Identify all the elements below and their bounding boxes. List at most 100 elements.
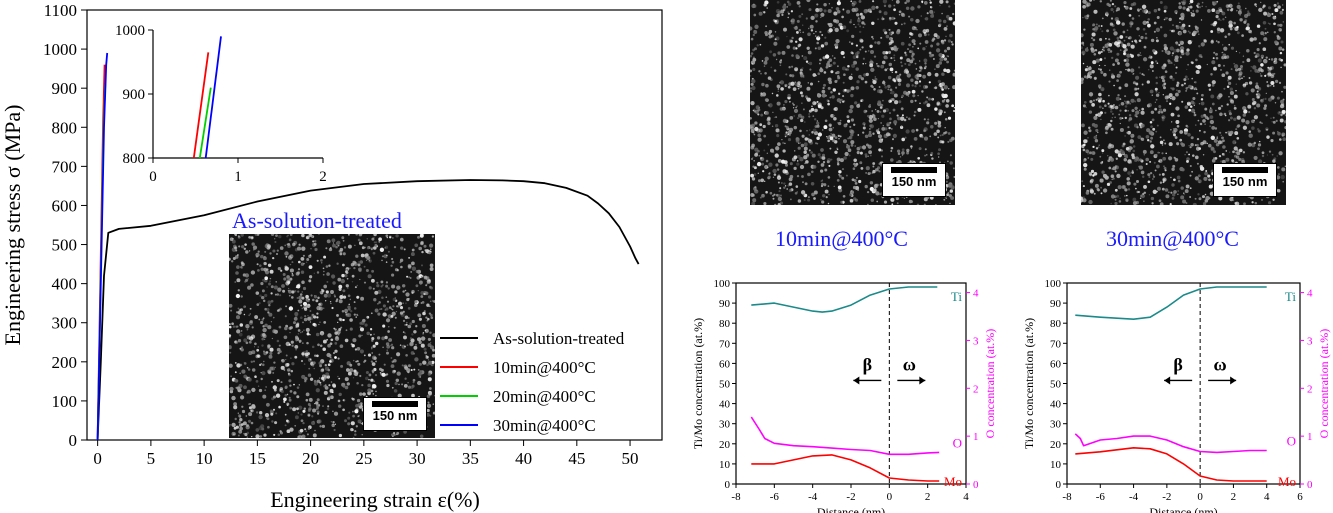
x-tick-label: 10: [196, 449, 213, 468]
legend-entry: As-solution-treated: [493, 329, 625, 348]
profile-x-tick-label: 2: [1231, 491, 1237, 503]
label-Ti: Ti: [951, 289, 962, 304]
profile-y-tick-label: 50: [719, 379, 731, 391]
scale-bar-as-solution: 150 nm: [363, 397, 427, 431]
profile-x-tick-label: -6: [770, 491, 780, 503]
scale-bar-10min: 150 nm: [882, 163, 946, 197]
legend-entry: 30min@400°C: [493, 416, 596, 435]
y-tick-label: 500: [52, 236, 78, 255]
label-Mo: Mo: [944, 474, 962, 489]
y-tick-label: 300: [52, 314, 78, 333]
scale-bar-label: 150 nm: [1222, 174, 1268, 189]
label-Ti: Ti: [1285, 289, 1296, 304]
profile-y-right-tick-label: 3: [973, 335, 979, 347]
profile-x-tick-label: 0: [1197, 491, 1203, 503]
profile-y-right-tick-label: 2: [973, 383, 979, 395]
profile-y-tick-label: 0: [725, 479, 731, 491]
profile-y-axis-label: Ti/Mo concentration (at.%): [1022, 318, 1036, 449]
profile-y-tick-label: 70: [1050, 338, 1062, 350]
x-tick-label: 40: [515, 449, 532, 468]
scale-bar-label: 150 nm: [372, 408, 418, 423]
profile-y-tick-label: 0: [1056, 479, 1062, 491]
profile-x-tick-label: 4: [963, 491, 969, 503]
profile-y-tick-label: 60: [719, 358, 731, 370]
profile-y-tick-label: 40: [719, 399, 731, 411]
arrow-beta-head: [1164, 376, 1171, 385]
microstructure-10min: 150 nm: [750, 0, 955, 205]
x-tick-label: 25: [355, 449, 372, 468]
profile-series-Mo: [751, 454, 940, 482]
profile-y-right-tick-label: 2: [1307, 383, 1313, 395]
profile-x-axis-label: Distance (nm): [817, 505, 885, 513]
scale-bar-label: 150 nm: [891, 174, 937, 189]
y-tick-label: 200: [52, 353, 78, 372]
inset-series-30min@400°C: [204, 36, 222, 159]
profile-frame-30min: [1066, 282, 1301, 485]
arrow-beta-head: [853, 376, 860, 385]
profile-y-right-tick-label: 4: [1307, 288, 1313, 300]
y-tick-label: 0: [69, 431, 78, 450]
y-tick-label: 1000: [43, 40, 77, 59]
profile-y-right-tick-label: 0: [1307, 479, 1313, 491]
label-O: O: [953, 435, 962, 450]
x-tick-label: 0: [93, 449, 102, 468]
profile-y-tick-label: 30: [719, 419, 731, 431]
y-tick-label: 700: [52, 157, 78, 176]
profile-y-tick-label: 80: [1050, 318, 1062, 330]
label-omega: ω: [903, 354, 916, 374]
profile-x-tick-label: -4: [1129, 491, 1139, 503]
profile-y-tick-label: 90: [1050, 298, 1062, 310]
inset-series-10min@400°C: [192, 52, 210, 159]
y-tick-label: 1100: [44, 1, 77, 20]
profile-y-right-tick-label: 0: [973, 479, 979, 491]
profile-y-right-axis-label: O concentration (at.%): [983, 329, 997, 439]
label-omega: ω: [1214, 354, 1227, 374]
profile-y-right-tick-label: 4: [973, 288, 979, 300]
y-tick-label: 900: [52, 79, 78, 98]
main-x-axis-label: Engineering strain ε(%): [270, 487, 480, 512]
label-beta: β: [1173, 354, 1182, 374]
scale-bar-30min: 150 nm: [1213, 163, 1277, 197]
profile-y-tick-label: 60: [1050, 358, 1062, 370]
profile-y-tick-label: 90: [719, 298, 731, 310]
y-tick-label: 400: [52, 275, 78, 294]
inset-y-tick-label: 1000: [115, 23, 145, 39]
profile-x-tick-label: -8: [1062, 491, 1072, 503]
profile-y-tick-label: 100: [1045, 278, 1062, 290]
arrow-omega-head: [919, 376, 926, 385]
profile-y-right-axis-label: O concentration (at.%): [1317, 329, 1331, 439]
label-Mo: Mo: [1278, 474, 1296, 489]
label-O: O: [1287, 434, 1296, 449]
series-line-As-solution-treated: [96, 179, 640, 441]
profile-x-tick-label: -8: [731, 491, 741, 503]
profile-y-tick-label: 100: [714, 278, 731, 290]
profile-series-Ti: [1075, 286, 1267, 321]
label-beta: β: [863, 354, 872, 374]
profile-x-tick-label: 2: [925, 491, 931, 503]
microstructure-as-solution-treated: 150 nm: [229, 234, 435, 438]
inset-series-20min@400°C: [198, 87, 212, 159]
inset-x-tick-label: 2: [319, 169, 327, 185]
inset-y-tick-label: 900: [123, 87, 146, 103]
inset-x-tick-label: 1: [234, 169, 242, 185]
profile-y-tick-label: 30: [1050, 419, 1062, 431]
x-tick-label: 45: [568, 449, 585, 468]
inset-y-tick-label: 800: [123, 151, 146, 167]
x-tick-label: 20: [302, 449, 319, 468]
profile-y-tick-label: 80: [719, 318, 731, 330]
profile-x-tick-label: -2: [1162, 491, 1171, 503]
profile-frame-10min: [735, 282, 967, 485]
profile-y-right-tick-label: 1: [973, 431, 979, 443]
y-tick-label: 600: [52, 196, 78, 215]
profile-x-tick-label: -2: [846, 491, 855, 503]
profile-y-right-tick-label: 1: [1307, 431, 1313, 443]
profile-series-Ti: [751, 286, 938, 313]
profile-x-tick-label: -6: [1096, 491, 1106, 503]
profile-series-Mo: [1075, 446, 1267, 482]
profile-y-tick-label: 20: [1050, 439, 1062, 451]
series-line-30min@400°C: [96, 52, 109, 441]
profile-series-O: [1074, 433, 1267, 454]
profile-y-right-tick-label: 3: [1307, 335, 1313, 347]
profile-x-axis-label: Distance (nm): [1149, 505, 1217, 513]
x-tick-label: 35: [462, 449, 479, 468]
